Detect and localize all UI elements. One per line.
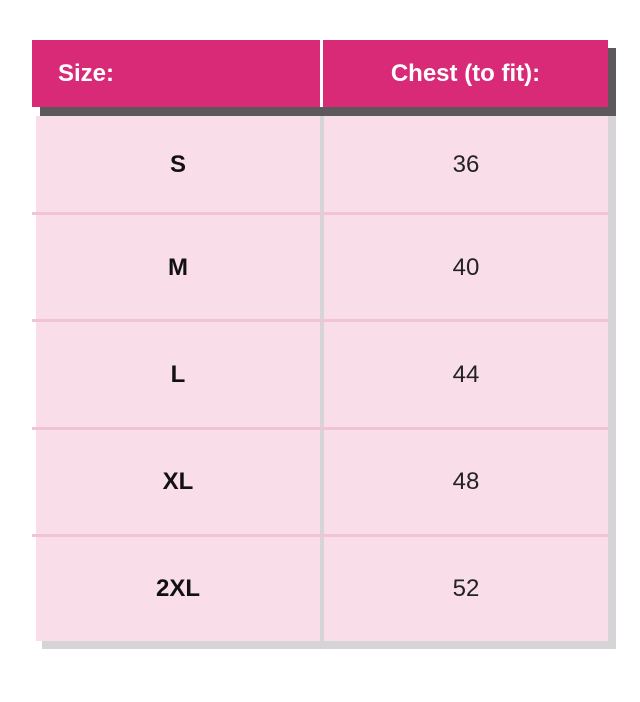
header-chest: Chest (to fit): [323,40,608,107]
row-divider [32,427,608,430]
row-divider [32,534,608,537]
size-cell: XL [36,430,320,534]
table-row: XL 48 [36,430,608,534]
chest-cell: 44 [324,322,608,427]
chest-cell: 36 [324,116,608,213]
chest-cell: 52 [324,537,608,641]
row-divider [32,212,608,215]
chest-cell: 48 [324,430,608,534]
table-row: M 40 [36,215,608,320]
table-row: L 44 [36,322,608,427]
size-cell: 2XL [36,537,320,641]
size-cell: S [36,116,320,213]
chest-cell: 40 [324,215,608,320]
header-size: Size: [32,40,320,107]
size-cell: L [36,322,320,427]
row-divider [32,319,608,322]
header-shadow [40,107,616,116]
size-cell: M [36,215,320,320]
header-shadow-right [608,48,616,116]
table-row: S 36 [36,116,608,213]
table-row: 2XL 52 [36,537,608,641]
